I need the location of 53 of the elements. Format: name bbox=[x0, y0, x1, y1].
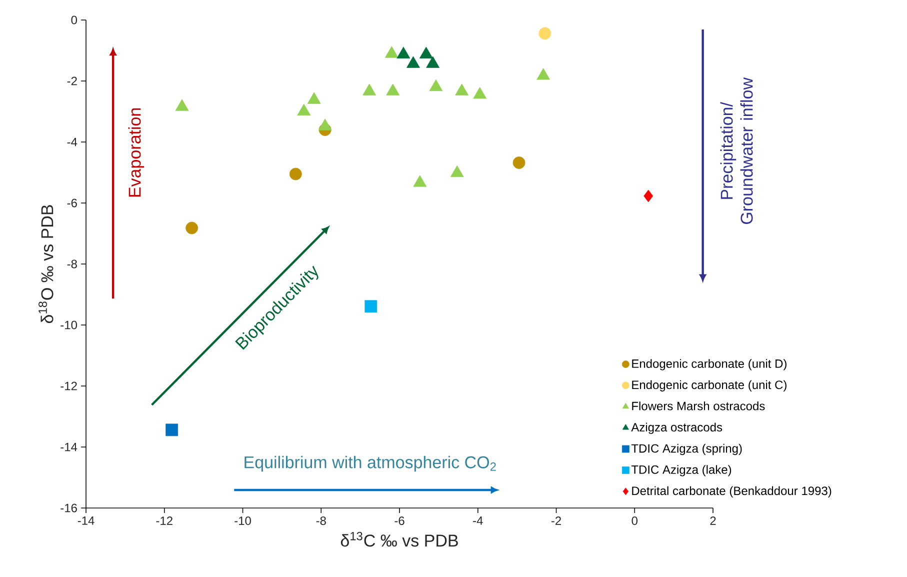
x-tick-label: -2 bbox=[551, 516, 561, 525]
x-axis-title: δ$^{13}$C ‰ vs PDB bbox=[340, 532, 458, 547]
y-tick-label: -16 bbox=[60, 504, 77, 512]
point bbox=[450, 165, 464, 178]
legend-label: Detrital carbonate (Benkaddour 1993) bbox=[632, 486, 832, 498]
x-tick-label: -10 bbox=[234, 516, 251, 526]
y-tick-label: -2 bbox=[67, 76, 77, 86]
y-tick-label: -12 bbox=[60, 382, 77, 390]
annotation: Equilibrium with atmospheric CO$_{2}$ bbox=[244, 456, 496, 472]
x-tick-label: -14 bbox=[78, 516, 94, 525]
point bbox=[413, 175, 427, 187]
point bbox=[297, 104, 311, 116]
point bbox=[429, 79, 443, 92]
x-tick-label: 2 bbox=[710, 516, 716, 525]
point bbox=[473, 87, 487, 99]
x-tick-label: -4 bbox=[473, 516, 483, 525]
point bbox=[419, 46, 433, 58]
y-tick-label: -4 bbox=[67, 138, 78, 146]
point bbox=[384, 46, 398, 58]
annotation: Evaporation bbox=[128, 108, 144, 197]
text: Precipitation/ Groundwater inflow bbox=[720, 77, 753, 224]
legend-label: TDIC Azigza (lake) bbox=[631, 465, 732, 476]
y-tick-label: -10 bbox=[60, 320, 78, 330]
legend-label: Endogenic carbonate (unit C) bbox=[632, 380, 786, 392]
x-tick-label: -8 bbox=[316, 516, 326, 526]
legend-label: Flowers Marsh ostracods bbox=[632, 402, 765, 410]
point bbox=[512, 156, 526, 169]
point bbox=[406, 56, 420, 68]
point bbox=[289, 168, 302, 180]
y-axis-title: δ$^{18}$O ‰ vs PDB bbox=[38, 205, 54, 324]
legend-label: Azigza ostracods bbox=[631, 422, 722, 434]
y-tick-label: 0 bbox=[71, 16, 78, 24]
point bbox=[318, 118, 332, 130]
point bbox=[396, 46, 410, 58]
x-tick-label: 0 bbox=[632, 516, 638, 526]
legend-label: TDIC Azigza (spring) bbox=[631, 444, 742, 456]
point bbox=[175, 99, 189, 111]
x-tick-label: -6 bbox=[394, 516, 404, 526]
point bbox=[536, 68, 550, 80]
point bbox=[386, 84, 400, 96]
point bbox=[186, 222, 198, 234]
y-tick-label: -8 bbox=[67, 260, 77, 268]
y-tick-label: -6 bbox=[67, 198, 77, 208]
point bbox=[364, 300, 378, 313]
y-tick-label: -14 bbox=[60, 442, 78, 452]
point bbox=[426, 56, 440, 68]
legend-label: Endogenic carbonate (unit D) bbox=[632, 359, 786, 370]
point bbox=[455, 84, 469, 96]
x-tick-label: -12 bbox=[156, 516, 172, 525]
point bbox=[307, 92, 321, 104]
point bbox=[166, 424, 178, 436]
point bbox=[644, 190, 654, 202]
point bbox=[362, 84, 376, 96]
